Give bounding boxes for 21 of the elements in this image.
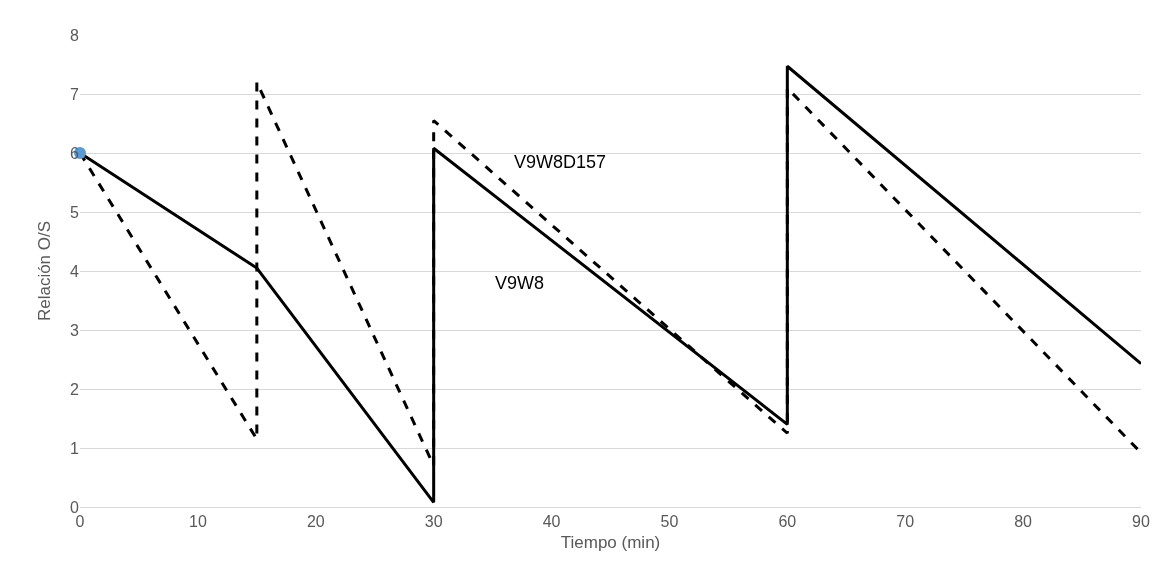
series-label: V9W8 (495, 273, 545, 293)
y-tick-label: 0 (70, 498, 80, 516)
y-tick-label: 1 (70, 439, 80, 457)
x-axis-title: Tiempo (min) (560, 532, 661, 552)
x-tick-label: 30 (424, 513, 443, 531)
y-tick-label: 7 (70, 85, 80, 103)
x-tick-label: 20 (306, 513, 325, 531)
x-tick-label: 90 (1132, 513, 1150, 531)
x-tick-label: 10 (188, 513, 207, 531)
x-tick-label: 50 (660, 513, 679, 531)
y-tick-label: 4 (70, 262, 80, 280)
x-tick-label: 70 (896, 513, 915, 531)
x-tick-label: 80 (1014, 513, 1033, 531)
series-label: V9W8D157 (514, 152, 607, 172)
y-tick-label: 2 (70, 380, 80, 398)
x-tick-label: 60 (778, 513, 797, 531)
y-axis-title: Relación O/S (34, 220, 54, 322)
y-tick-label: 5 (70, 203, 80, 221)
y-tick-label: 8 (70, 26, 80, 44)
x-tick-label: 40 (542, 513, 561, 531)
y-tick-label: 3 (70, 321, 80, 339)
